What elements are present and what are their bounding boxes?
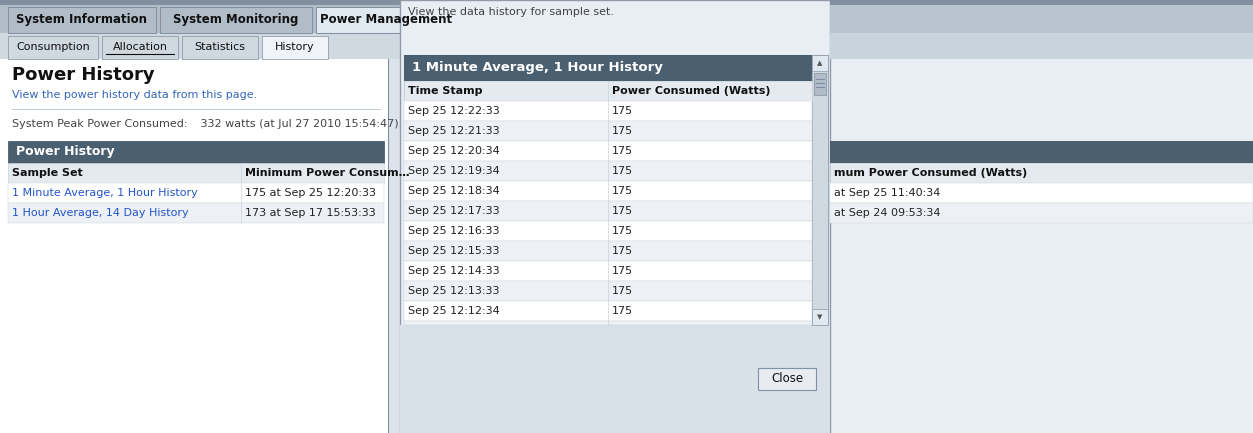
Text: 1 Minute Average, 1 Hour History: 1 Minute Average, 1 Hour History: [412, 61, 663, 74]
Bar: [0, 33, 1253, 59]
Text: 175: 175: [611, 226, 633, 236]
Text: Consumption: Consumption: [16, 42, 90, 52]
Text: 1 Hour Average, 14 Day History: 1 Hour Average, 14 Day History: [13, 208, 189, 218]
Bar: [403, 201, 812, 221]
Text: mum Power Consumed (Watts): mum Power Consumed (Watts): [834, 168, 1027, 178]
Text: 332 watts (at Jul 27 2010 15:54:47): 332 watts (at Jul 27 2010 15:54:47): [190, 119, 398, 129]
Text: ▲: ▲: [817, 60, 823, 66]
Bar: [758, 368, 816, 390]
Bar: [829, 0, 1253, 5]
Text: 1 Minute Average, 1 Hour History: 1 Minute Average, 1 Hour History: [13, 188, 198, 198]
Bar: [403, 121, 812, 141]
Text: 173 at Sep 17 15:53:33: 173 at Sep 17 15:53:33: [246, 208, 376, 218]
Bar: [812, 309, 828, 325]
Text: View the power history data from this page.: View the power history data from this pa…: [13, 90, 257, 100]
Bar: [316, 7, 456, 33]
Text: Power Management: Power Management: [320, 13, 452, 26]
Text: at Sep 24 09:53:34: at Sep 24 09:53:34: [834, 208, 941, 218]
Text: Sep 25 12:14:33: Sep 25 12:14:33: [408, 266, 500, 276]
Text: 175: 175: [611, 306, 633, 316]
Bar: [101, 36, 178, 59]
Bar: [403, 161, 812, 181]
Bar: [829, 141, 1253, 163]
Text: Allocation: Allocation: [113, 42, 168, 52]
Bar: [829, 203, 1253, 223]
Bar: [403, 321, 812, 325]
Text: Sep 25 12:15:33: Sep 25 12:15:33: [408, 246, 500, 256]
Bar: [812, 55, 828, 325]
Text: 175: 175: [611, 146, 633, 156]
Bar: [403, 101, 812, 121]
Bar: [8, 36, 98, 59]
Text: 175: 175: [611, 286, 633, 296]
Bar: [829, 33, 1253, 59]
Bar: [403, 141, 812, 161]
Text: View the data history for sample set.: View the data history for sample set.: [408, 7, 614, 17]
Text: Close: Close: [771, 372, 803, 385]
Bar: [0, 5, 1253, 33]
Text: Sep 25 12:22:33: Sep 25 12:22:33: [408, 106, 500, 116]
Bar: [8, 183, 383, 203]
Text: Minimum Power Consum…: Minimum Power Consum…: [246, 168, 410, 178]
Bar: [8, 203, 383, 223]
Bar: [182, 36, 258, 59]
Text: 175: 175: [611, 126, 633, 136]
Text: History: History: [276, 42, 315, 52]
Bar: [403, 221, 812, 241]
Bar: [0, 59, 388, 433]
Bar: [0, 0, 1253, 5]
Text: 175: 175: [611, 186, 633, 196]
Bar: [8, 7, 157, 33]
Bar: [829, 0, 1253, 433]
Bar: [262, 36, 328, 59]
Text: 175: 175: [611, 266, 633, 276]
Bar: [403, 281, 812, 301]
Text: Sep 25 12:13:33: Sep 25 12:13:33: [408, 286, 500, 296]
Bar: [403, 301, 812, 321]
Text: Sample Set: Sample Set: [13, 168, 83, 178]
Bar: [400, 325, 829, 433]
Text: at Sep 25 11:40:34: at Sep 25 11:40:34: [834, 188, 940, 198]
Bar: [403, 241, 812, 261]
Bar: [400, 0, 829, 433]
Text: 175: 175: [611, 106, 633, 116]
Text: System Monitoring: System Monitoring: [173, 13, 298, 26]
Text: ▼: ▼: [817, 314, 823, 320]
Text: Sep 25 12:19:34: Sep 25 12:19:34: [408, 166, 500, 176]
Bar: [403, 181, 812, 201]
Text: System Peak Power Consumed:: System Peak Power Consumed:: [13, 119, 188, 129]
Text: 175: 175: [611, 206, 633, 216]
Bar: [829, 5, 1253, 33]
Bar: [403, 55, 812, 81]
Bar: [8, 163, 383, 183]
Text: Statistics: Statistics: [194, 42, 246, 52]
Text: 175: 175: [611, 246, 633, 256]
Text: 175: 175: [611, 166, 633, 176]
Text: Time Stamp: Time Stamp: [408, 86, 482, 96]
Bar: [8, 141, 383, 163]
Text: Power History: Power History: [13, 66, 154, 84]
Bar: [814, 73, 826, 95]
Text: 175 at Sep 25 12:20:33: 175 at Sep 25 12:20:33: [246, 188, 376, 198]
Text: Power Consumed (Watts): Power Consumed (Watts): [611, 86, 771, 96]
Bar: [829, 183, 1253, 203]
Text: Sep 25 12:17:33: Sep 25 12:17:33: [408, 206, 500, 216]
Bar: [160, 7, 312, 33]
Text: System Information: System Information: [16, 13, 148, 26]
Text: Sep 25 12:16:33: Sep 25 12:16:33: [408, 226, 500, 236]
Text: Sep 25 12:21:33: Sep 25 12:21:33: [408, 126, 500, 136]
Bar: [403, 55, 828, 325]
Bar: [403, 261, 812, 281]
Bar: [829, 163, 1253, 183]
Bar: [403, 81, 812, 101]
Text: Power History: Power History: [16, 145, 114, 158]
Bar: [812, 55, 828, 71]
Text: Sep 25 12:20:34: Sep 25 12:20:34: [408, 146, 500, 156]
Text: Sep 25 12:18:34: Sep 25 12:18:34: [408, 186, 500, 196]
Text: Sep 25 12:12:34: Sep 25 12:12:34: [408, 306, 500, 316]
